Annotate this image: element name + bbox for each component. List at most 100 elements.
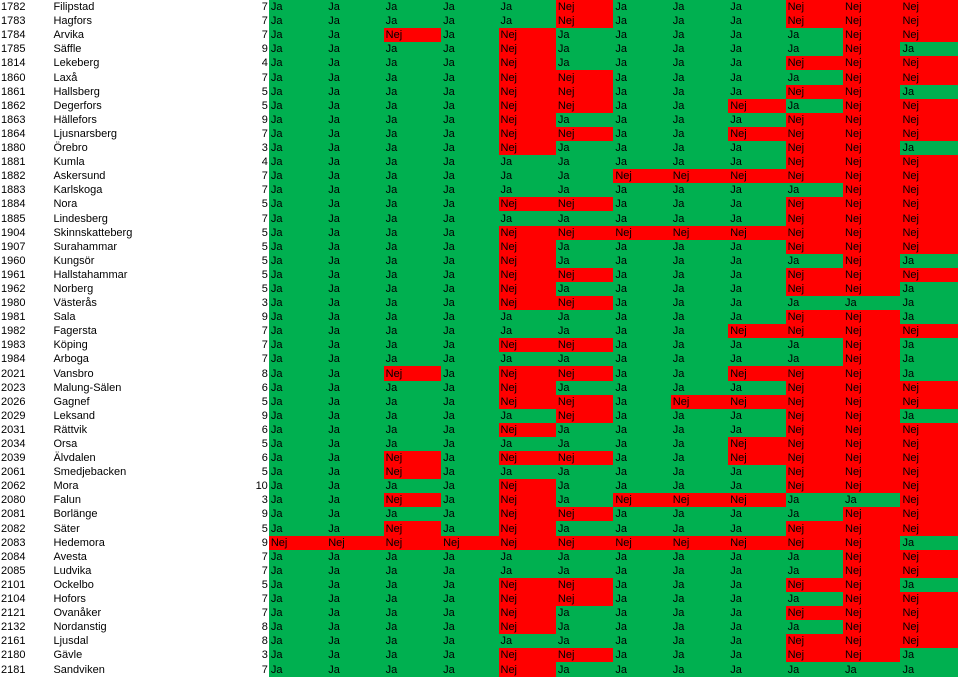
answer-cell: Ja <box>498 155 556 170</box>
table-row: 1880 Örebro 3 Ja Ja Ja Ja Nej Ja Ja Ja Ja Nej Nej Ja <box>0 140 958 156</box>
answer-cell: Ja <box>498 310 556 325</box>
answer-cell: Ja <box>670 56 729 71</box>
answer-cell: Nej <box>785 408 844 423</box>
answer-cell: Ja <box>326 324 384 339</box>
answer-cell: Ja <box>555 310 614 325</box>
table-row: 1785 Säffle 9 Ja Ja Ja Ja Nej Ja Ja Ja Ja Ja Nej Ja <box>0 42 958 57</box>
answer-cell: Ja <box>728 267 786 282</box>
answer-cell: Nej <box>843 479 901 494</box>
answer-cell: Nej <box>843 267 901 282</box>
answer-cell: Ja <box>613 28 671 43</box>
municipality-name: Köping <box>53 339 88 352</box>
answer-cell: Ja <box>670 507 729 522</box>
answer-cell: Nej <box>900 183 958 198</box>
answer-cell: Ja <box>670 479 729 494</box>
count-cell: 5 <box>261 240 268 253</box>
municipality-code: 1960 <box>1 254 26 267</box>
answer-cell: Nej <box>900 591 958 607</box>
count-cell: 5 <box>261 226 268 239</box>
answer-cell: Ja <box>326 169 384 184</box>
answer-cell: Ja <box>326 211 384 226</box>
answer-cell: Ja <box>728 380 786 395</box>
municipality-name: Lekeberg <box>53 57 100 70</box>
answer-cell: Ja <box>441 521 499 536</box>
answer-cell: Ja <box>555 422 614 437</box>
answer-cell: Ja <box>383 225 442 240</box>
municipality-name: Rättvik <box>53 423 88 436</box>
answer-cell: Ja <box>670 0 729 15</box>
answer-cell: Ja <box>613 70 671 85</box>
answer-cell: Nej <box>498 253 556 268</box>
answer-cell: Nej <box>843 577 901 592</box>
answer-cell: Ja <box>613 479 671 494</box>
answer-cell: Nej <box>900 267 958 282</box>
count-cell: 3 <box>261 142 268 155</box>
answer-cell: Nej <box>498 197 556 212</box>
answer-cell: Ja <box>268 591 327 607</box>
answer-cell: Ja <box>728 155 786 170</box>
municipality-name: Askersund <box>53 170 106 183</box>
answer-cell: Ja <box>326 140 384 156</box>
answer-cell: Ja <box>326 465 384 480</box>
answer-cell: Ja <box>326 183 384 198</box>
municipality-code: 2026 <box>1 395 26 408</box>
answer-cell: Ja <box>441 662 499 677</box>
count-cell: 7 <box>261 212 268 225</box>
answer-cell: Ja <box>670 648 729 663</box>
answer-cell: Nej <box>785 451 844 466</box>
answer-cell: Ja <box>268 408 327 423</box>
table-row: 1862 Degerfors 5 Ja Ja Ja Ja Nej Nej Ja Ja Nej Ja Nej… <box>0 98 958 113</box>
answer-cell: Nej <box>900 197 958 212</box>
answer-cell: Nej <box>900 14 958 29</box>
answer-cell: Ja <box>900 366 958 381</box>
answer-cell: Nej <box>498 98 556 113</box>
answer-cell: Nej <box>555 14 614 29</box>
answer-cell: Nej <box>843 197 901 212</box>
answer-cell: Nej <box>498 493 556 508</box>
table-row: 2104 Hofors 7 Ja Ja Ja Ja Nej Nej Ja Ja Ja Ja Nej Nej <box>0 591 958 607</box>
answer-cell: Nej <box>785 155 844 170</box>
answer-cell: Ja <box>670 42 729 57</box>
answer-cell: Ja <box>785 352 844 367</box>
answer-cell: Ja <box>670 366 729 381</box>
answer-cell: Ja <box>498 324 556 339</box>
municipality-name: Ludvika <box>53 564 92 577</box>
answer-cell: Ja <box>383 394 442 409</box>
answer-cell: Ja <box>843 493 901 508</box>
answer-cell: Nej <box>728 451 786 466</box>
answer-cell: Ja <box>670 140 729 156</box>
table-row: 1960 Kungsör 5 Ja Ja Ja Ja Nej Ja Ja Ja Ja Ja Nej Ja <box>0 253 958 268</box>
answer-cell: Ja <box>900 577 958 592</box>
answer-cell: Ja <box>498 634 556 649</box>
answer-cell: Nej <box>843 366 901 381</box>
answer-cell: Nej <box>900 324 958 339</box>
table-row: 2083 Hedemora 9 Nej Nej Nej Nej Nej Nej Nej Nej Nej… <box>0 535 958 550</box>
answer-cell: Nej <box>326 535 384 550</box>
municipality-code: 2080 <box>1 494 26 507</box>
answer-cell: Nej <box>843 648 901 663</box>
answer-cell: Nej <box>843 591 901 607</box>
answer-cell: Ja <box>900 352 958 367</box>
municipality-code: 1885 <box>1 212 26 225</box>
answer-cell: Ja <box>383 563 442 578</box>
answer-cell: Ja <box>441 591 499 607</box>
answer-cell: Ja <box>498 183 556 198</box>
answer-cell: Nej <box>498 422 556 437</box>
answer-cell: Ja <box>326 634 384 649</box>
answer-cell: Ja <box>555 620 614 635</box>
answer-cell: Nej <box>785 14 844 29</box>
answer-cell: Ja <box>268 70 327 85</box>
answer-cell: Nej <box>498 140 556 156</box>
answer-cell: Nej <box>498 577 556 592</box>
answer-cell: Nej <box>843 155 901 170</box>
answer-cell: Ja <box>441 225 499 240</box>
answer-cell: Ja <box>441 155 499 170</box>
answer-cell: Ja <box>326 521 384 536</box>
answer-cell: Ja <box>613 324 671 339</box>
answer-cell: Ja <box>555 140 614 156</box>
answer-cell: Nej <box>900 606 958 621</box>
answer-cell: Nej <box>843 535 901 550</box>
answer-cell: Ja <box>268 394 327 409</box>
table-row: 2021 Vansbro 8 Ja Ja Nej Ja Nej Nej Ja Ja Nej Nej Nej… <box>0 366 958 381</box>
